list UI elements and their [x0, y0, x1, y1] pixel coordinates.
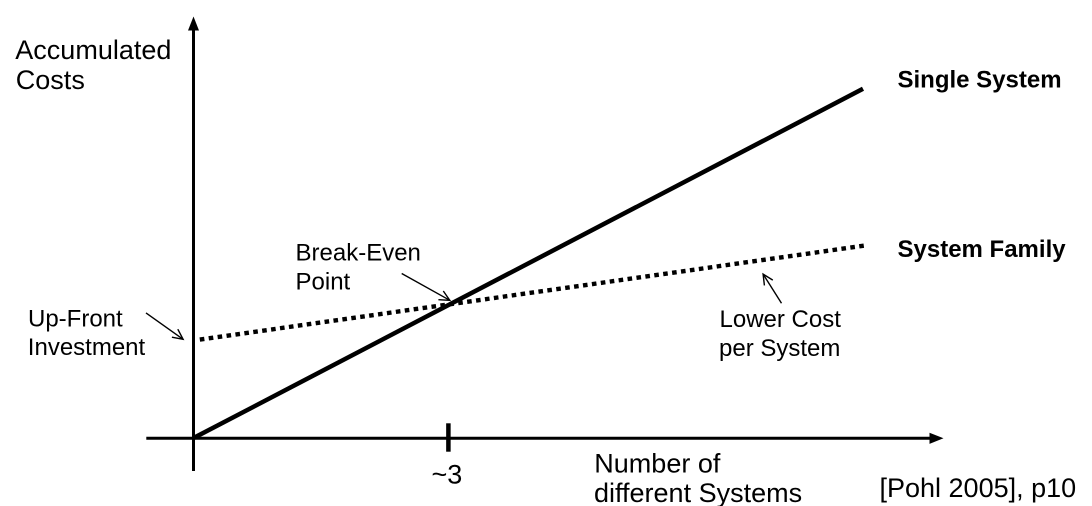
svg-text:Investment: Investment — [28, 334, 146, 361]
svg-text:different Systems: different Systems — [594, 478, 802, 506]
svg-text:Break-Even: Break-Even — [296, 240, 421, 267]
svg-text:System Family: System Family — [898, 236, 1067, 263]
svg-text:per System: per System — [719, 335, 840, 362]
svg-text:Point: Point — [296, 268, 351, 295]
svg-text:[Pohl 2005], p10: [Pohl 2005], p10 — [880, 473, 1077, 503]
svg-text:Accumulated: Accumulated — [15, 35, 171, 65]
svg-text:Up-Front: Up-Front — [28, 305, 123, 332]
svg-text:Costs: Costs — [16, 65, 85, 95]
svg-text:Lower Cost: Lower Cost — [720, 306, 842, 333]
svg-text:Number of: Number of — [594, 448, 721, 478]
svg-text:~3: ~3 — [432, 459, 463, 489]
svg-text:Single System: Single System — [898, 67, 1062, 94]
